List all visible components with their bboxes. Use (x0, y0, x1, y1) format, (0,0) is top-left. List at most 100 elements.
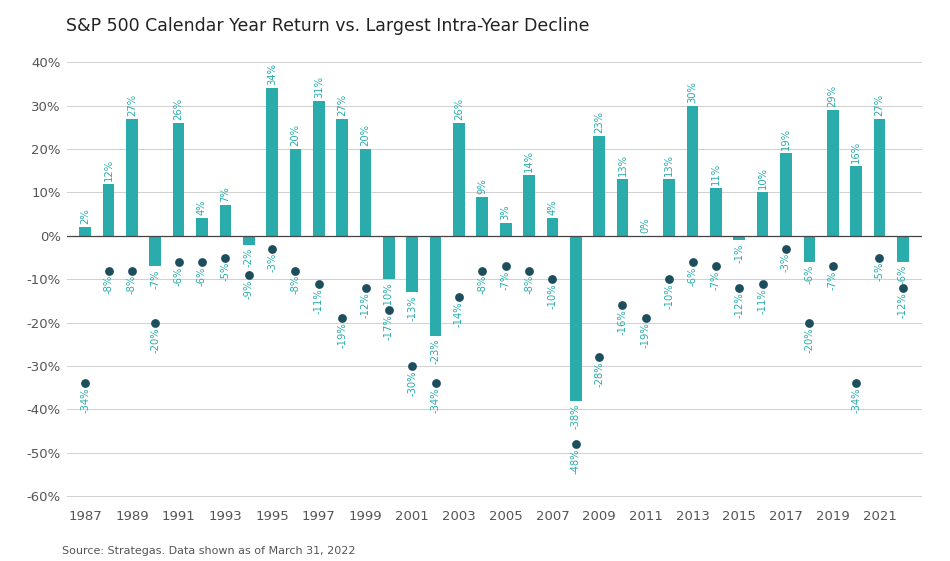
Text: 16%: 16% (851, 141, 861, 163)
Bar (219, 205, 231, 236)
Text: 0%: 0% (641, 217, 651, 233)
Text: -3%: -3% (267, 253, 277, 273)
Point (755, 279, 770, 288)
Text: 27%: 27% (127, 94, 137, 116)
Text: -23%: -23% (430, 339, 441, 364)
Text: -19%: -19% (641, 323, 651, 348)
Point (428, 379, 444, 388)
Point (638, 314, 654, 323)
Bar (757, 192, 769, 236)
Text: 10%: 10% (758, 167, 768, 190)
Text: 34%: 34% (267, 63, 277, 85)
Text: 19%: 19% (781, 128, 791, 150)
Bar (103, 184, 114, 236)
Bar (336, 119, 348, 236)
Bar (243, 236, 255, 245)
Point (848, 379, 864, 388)
Text: -11%: -11% (758, 288, 768, 314)
Text: 13%: 13% (664, 154, 674, 176)
Point (78, 379, 93, 388)
Point (685, 257, 700, 266)
Text: -1%: -1% (734, 243, 744, 263)
Text: -6%: -6% (174, 266, 183, 286)
Text: -8%: -8% (104, 275, 114, 294)
Text: 27%: 27% (337, 94, 347, 116)
Text: 13%: 13% (618, 154, 628, 176)
Point (872, 253, 887, 262)
Point (358, 283, 373, 292)
Point (218, 253, 233, 262)
Text: -17%: -17% (384, 314, 394, 340)
Point (826, 262, 841, 271)
Text: -34%: -34% (851, 388, 861, 413)
Bar (804, 236, 815, 262)
Bar (149, 236, 162, 266)
Text: -6%: -6% (805, 265, 814, 284)
Text: 29%: 29% (827, 85, 838, 107)
Point (288, 266, 303, 275)
Bar (617, 180, 628, 236)
Point (405, 361, 420, 370)
Text: -30%: -30% (408, 370, 417, 396)
Text: 23%: 23% (594, 111, 604, 133)
Text: 12%: 12% (104, 159, 114, 181)
Bar (360, 149, 371, 236)
Point (334, 314, 350, 323)
Bar (313, 102, 325, 236)
Text: -11%: -11% (314, 288, 324, 314)
Point (451, 292, 466, 301)
Bar (80, 227, 91, 236)
Text: -34%: -34% (80, 388, 90, 413)
Point (264, 245, 279, 254)
Text: Source: Strategas. Data shown as of March 31, 2022: Source: Strategas. Data shown as of Marc… (62, 546, 355, 557)
Text: -6%: -6% (197, 266, 207, 286)
Point (709, 262, 724, 271)
Text: -7%: -7% (150, 269, 161, 288)
Bar (407, 236, 418, 292)
Text: -7%: -7% (711, 270, 721, 290)
Text: -5%: -5% (874, 262, 884, 281)
Text: -20%: -20% (805, 327, 814, 353)
Text: 20%: 20% (360, 124, 370, 146)
Bar (897, 236, 908, 262)
Bar (477, 197, 488, 236)
Bar (266, 88, 278, 236)
Text: -12%: -12% (360, 292, 370, 318)
Point (195, 257, 210, 266)
Point (124, 266, 140, 275)
Text: -3%: -3% (781, 253, 791, 273)
Bar (546, 218, 559, 236)
Text: -13%: -13% (408, 295, 417, 321)
Bar (383, 236, 394, 279)
Point (802, 318, 817, 327)
Bar (126, 119, 138, 236)
Text: 31%: 31% (314, 76, 324, 98)
Text: -14%: -14% (454, 301, 464, 327)
Text: -19%: -19% (337, 323, 347, 348)
Point (312, 279, 327, 288)
Text: -9%: -9% (244, 279, 254, 298)
Bar (687, 105, 698, 236)
Bar (826, 110, 839, 236)
Point (381, 305, 396, 314)
Bar (570, 236, 581, 401)
Text: -6%: -6% (688, 266, 697, 286)
Text: -48%: -48% (571, 448, 580, 474)
Text: S&P 500 Calendar Year Return vs. Largest Intra-Year Decline: S&P 500 Calendar Year Return vs. Largest… (66, 17, 590, 35)
Text: 4%: 4% (197, 200, 207, 215)
Point (592, 353, 607, 362)
Bar (500, 223, 511, 236)
Text: -6%: -6% (898, 265, 908, 284)
Text: 27%: 27% (874, 94, 884, 116)
Text: 30%: 30% (688, 81, 697, 103)
Text: -38%: -38% (571, 404, 580, 429)
Point (615, 301, 630, 310)
Text: 3%: 3% (501, 204, 511, 220)
Text: -8%: -8% (291, 275, 300, 294)
Text: -34%: -34% (430, 388, 441, 413)
Bar (780, 153, 792, 236)
Point (101, 266, 116, 275)
Text: -2%: -2% (244, 247, 254, 267)
Text: -8%: -8% (524, 275, 534, 294)
Text: 20%: 20% (291, 124, 300, 146)
